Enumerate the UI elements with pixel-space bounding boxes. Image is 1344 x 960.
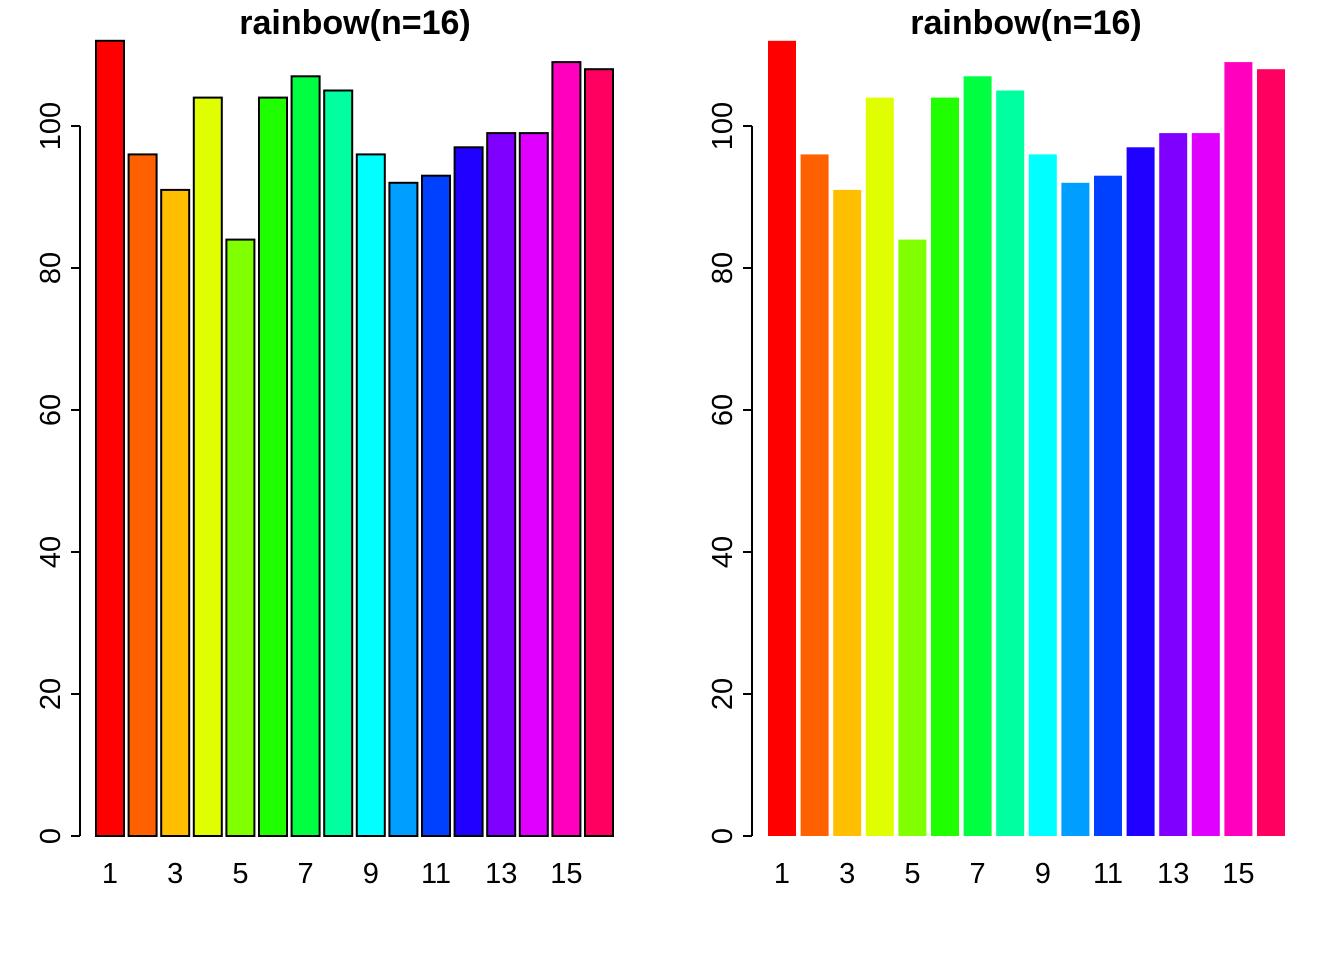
bar-left-8 bbox=[323, 89, 354, 837]
bar-right-9 bbox=[1028, 154, 1057, 836]
x-tick-label-right-7: 7 bbox=[970, 858, 986, 890]
x-tick-label-right-15: 15 bbox=[1222, 858, 1254, 890]
bar-group-right bbox=[768, 40, 1285, 837]
y-tick-label-left-100: 100 bbox=[35, 102, 67, 150]
x-tick-label-right-1: 1 bbox=[774, 858, 790, 890]
x-tick-label-left-15: 15 bbox=[550, 858, 582, 890]
y-tick-label-right-40: 40 bbox=[707, 536, 739, 568]
bar-left-5 bbox=[225, 238, 256, 838]
y-tick-label-right-80: 80 bbox=[707, 252, 739, 284]
y-axis-right: 0 20 40 60 80 100 bbox=[707, 102, 753, 844]
y-tick-label-left-60: 60 bbox=[35, 394, 67, 426]
bar-left-12 bbox=[453, 146, 484, 838]
bar-right-3 bbox=[833, 189, 862, 836]
x-axis-left: 1 3 5 7 9 11 13 15 bbox=[102, 858, 583, 890]
bar-right-2 bbox=[800, 154, 829, 836]
bar-group-left bbox=[95, 39, 614, 838]
bar-left-6 bbox=[258, 96, 288, 838]
bar-left-13 bbox=[486, 132, 517, 838]
x-tick-label-left-13: 13 bbox=[485, 858, 517, 890]
bar-right-7 bbox=[963, 76, 992, 837]
chart-title-right: rainbow(n=16) bbox=[910, 4, 1141, 42]
y-tick-label-left-0: 0 bbox=[35, 828, 67, 844]
bar-left-7 bbox=[290, 75, 321, 838]
bar-right-10 bbox=[1061, 182, 1090, 837]
bar-right-8 bbox=[996, 90, 1025, 836]
y-tick-label-right-0: 0 bbox=[707, 828, 739, 844]
bar-right-1 bbox=[768, 40, 796, 837]
x-tick-label-right-5: 5 bbox=[904, 858, 920, 890]
x-tick-label-left-3: 3 bbox=[167, 858, 183, 890]
bar-left-16 bbox=[584, 68, 614, 837]
x-tick-label-left-5: 5 bbox=[232, 858, 248, 890]
bar-left-1 bbox=[95, 39, 125, 838]
y-axis-left: 0 20 40 60 80 100 bbox=[35, 102, 81, 844]
bar-right-16 bbox=[1257, 69, 1285, 836]
y-tick-label-left-80: 80 bbox=[35, 252, 67, 284]
bar-left-15 bbox=[551, 61, 582, 838]
y-tick-label-right-20: 20 bbox=[707, 678, 739, 710]
bar-left-2 bbox=[127, 153, 158, 837]
y-tick-label-left-20: 20 bbox=[35, 678, 67, 710]
bar-right-15 bbox=[1224, 62, 1253, 837]
x-tick-label-right-13: 13 bbox=[1157, 858, 1189, 890]
y-tick-label-left-40: 40 bbox=[35, 536, 67, 568]
bar-left-11 bbox=[421, 174, 451, 837]
bar-left-10 bbox=[388, 181, 419, 838]
x-tick-label-left-1: 1 bbox=[102, 858, 118, 890]
bar-right-12 bbox=[1126, 147, 1155, 837]
x-tick-label-left-9: 9 bbox=[363, 858, 379, 890]
x-tick-label-right-3: 3 bbox=[839, 858, 855, 890]
bar-right-4 bbox=[865, 97, 894, 837]
chart-title-left: rainbow(n=16) bbox=[239, 4, 470, 42]
bar-right-6 bbox=[931, 97, 959, 837]
y-tick-label-right-100: 100 bbox=[707, 102, 739, 150]
bar-left-3 bbox=[160, 188, 191, 837]
x-tick-label-left-11: 11 bbox=[421, 858, 451, 890]
bar-right-13 bbox=[1159, 133, 1188, 837]
bar-right-5 bbox=[898, 239, 927, 837]
bar-left-4 bbox=[192, 96, 223, 838]
y-tick-label-right-60: 60 bbox=[707, 394, 739, 426]
bar-right-14 bbox=[1191, 133, 1220, 837]
bar-left-14 bbox=[518, 132, 549, 838]
bar-right-11 bbox=[1094, 175, 1122, 836]
x-tick-label-left-7: 7 bbox=[298, 858, 314, 890]
x-tick-label-right-9: 9 bbox=[1035, 858, 1051, 890]
bar-left-9 bbox=[355, 153, 386, 837]
x-tick-label-right-11: 11 bbox=[1093, 858, 1123, 890]
x-axis-right: 1 3 5 7 9 11 13 15 bbox=[774, 858, 1255, 890]
